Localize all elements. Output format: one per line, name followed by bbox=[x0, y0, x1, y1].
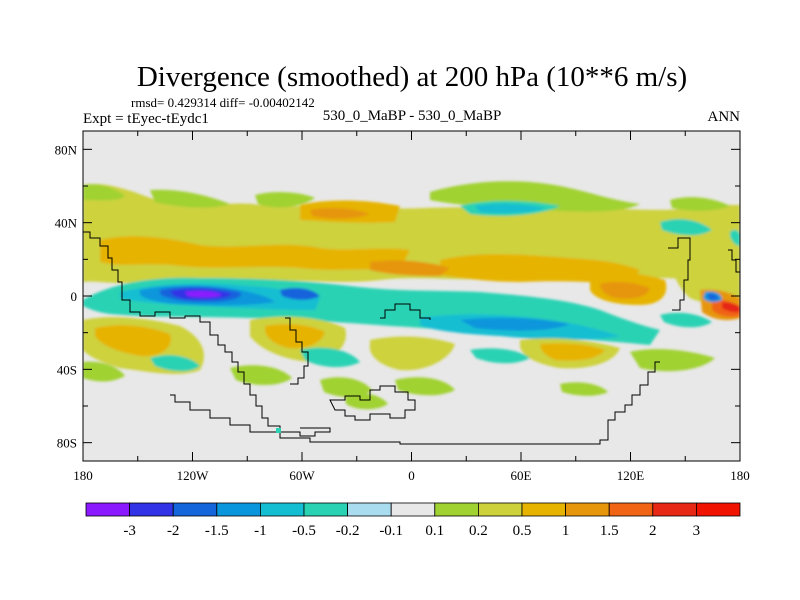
colorbar-label: -1.5 bbox=[205, 523, 229, 539]
colorbar-label: 0.1 bbox=[425, 523, 444, 539]
colorbar: -3 -2 -1.5 -1 -0.5 -0.2 -0.1 0.1 0.2 0.5 1 1.5 2 3 bbox=[85, 502, 741, 539]
contour-region bbox=[369, 336, 455, 371]
contour-region bbox=[560, 382, 608, 396]
x-tick-label: 120E bbox=[617, 468, 645, 483]
contour-region bbox=[660, 312, 712, 328]
colorbar-swatch bbox=[129, 502, 174, 517]
colorbar-swatch bbox=[172, 502, 218, 517]
colorbar-label: 1.5 bbox=[600, 523, 619, 539]
colorbar-label: -0.5 bbox=[292, 523, 316, 539]
contour-region bbox=[300, 347, 360, 368]
contour-region bbox=[671, 242, 740, 304]
colorbar-swatch bbox=[347, 502, 392, 517]
contour-region bbox=[600, 281, 650, 299]
x-tick-label: 120W bbox=[177, 468, 210, 483]
contour-region bbox=[83, 184, 125, 201]
colorbar-swatch bbox=[390, 502, 436, 517]
contour-region bbox=[150, 355, 200, 372]
season-label: ANN bbox=[708, 109, 741, 125]
contour-region bbox=[265, 324, 325, 349]
antarctica-outline bbox=[170, 361, 660, 445]
contour-region bbox=[670, 197, 730, 211]
colorbar-label: -0.1 bbox=[379, 523, 403, 539]
contour-region bbox=[370, 260, 450, 276]
axes-layer: 180 120W 60W 0 60E 120E 180 80N 40N 0 40S 80S bbox=[55, 131, 750, 483]
colorbar-label: -2 bbox=[167, 523, 180, 539]
y-tick-label: 80N bbox=[55, 142, 78, 157]
y-tick-label: 80S bbox=[57, 436, 77, 451]
contour-region bbox=[280, 288, 320, 300]
colorbar-swatch bbox=[565, 502, 610, 517]
colorbar-swatch bbox=[521, 502, 566, 517]
x-tick-label: 60E bbox=[511, 468, 532, 483]
contour-region bbox=[100, 236, 410, 270]
x-tick-label: 0 bbox=[408, 468, 415, 483]
colorbar-label: 2 bbox=[649, 523, 657, 539]
contour-region bbox=[630, 349, 715, 372]
contour-region bbox=[460, 317, 570, 331]
y-tick-label: 40N bbox=[55, 216, 78, 231]
contour-region bbox=[470, 348, 530, 364]
contour-region bbox=[722, 302, 740, 313]
y-tick-label: 0 bbox=[71, 289, 78, 304]
africa-europe-outline bbox=[380, 303, 431, 320]
contour-region bbox=[230, 365, 292, 385]
contour-region bbox=[83, 361, 125, 382]
coastline-outline bbox=[83, 231, 740, 445]
contour-region bbox=[475, 203, 545, 214]
contour-region bbox=[150, 189, 230, 208]
colorbar-label: -0.2 bbox=[336, 523, 360, 539]
colorbar-swatch bbox=[434, 502, 479, 517]
contour-region bbox=[395, 377, 455, 396]
x-tick-label: 180 bbox=[730, 468, 750, 483]
x-tick-label: 180 bbox=[73, 468, 93, 483]
colorbar-swatch bbox=[652, 502, 697, 517]
southern-coast-outline bbox=[329, 385, 416, 421]
contour-fill-layer bbox=[83, 181, 740, 410]
y-tick-label: 40S bbox=[57, 362, 77, 377]
colorbar-swatch bbox=[696, 502, 741, 517]
contour-region bbox=[310, 207, 370, 219]
contour-region bbox=[730, 229, 740, 246]
colorbar-swatch bbox=[608, 502, 654, 517]
contour-region bbox=[185, 291, 222, 298]
contour-region bbox=[276, 428, 281, 433]
australia-outline bbox=[668, 237, 691, 311]
colorbar-swatch bbox=[85, 502, 130, 517]
colorbar-label: 0.2 bbox=[469, 523, 488, 539]
experiment-label: Expt = tEyec-tEydc1 bbox=[83, 111, 209, 127]
colorbar-label: 0.5 bbox=[513, 523, 532, 539]
contour-region bbox=[660, 219, 712, 236]
colorbar-label: -3 bbox=[123, 523, 136, 539]
colorbar-swatch bbox=[303, 502, 348, 517]
colorbar-label: -1 bbox=[254, 523, 267, 539]
contour-region bbox=[95, 325, 171, 357]
contour-region bbox=[440, 254, 640, 285]
colorbar-swatch bbox=[477, 502, 523, 517]
comparison-label: 530_0_MaBP - 530_0_MaBP bbox=[323, 108, 502, 124]
americas-outline bbox=[83, 231, 331, 437]
colorbar-label: 1 bbox=[562, 523, 570, 539]
contour-region bbox=[255, 192, 315, 208]
contour-region bbox=[320, 377, 372, 397]
contour-region bbox=[708, 293, 718, 301]
x-tick-label: 60W bbox=[289, 468, 315, 483]
contour-region bbox=[345, 393, 388, 410]
chart-title: Divergence (smoothed) at 200 hPa (10**6 … bbox=[137, 61, 687, 93]
map-plot-area bbox=[83, 131, 740, 461]
contour-region bbox=[540, 343, 605, 361]
colorbar-label: 3 bbox=[693, 523, 701, 539]
colorbar-swatch bbox=[216, 502, 261, 517]
stats-label: rmsd= 0.429314 diff= -0.00402142 bbox=[131, 95, 315, 110]
andes-outline bbox=[285, 317, 309, 385]
colorbar-swatch bbox=[259, 502, 305, 517]
east-edge-outline bbox=[728, 249, 740, 273]
